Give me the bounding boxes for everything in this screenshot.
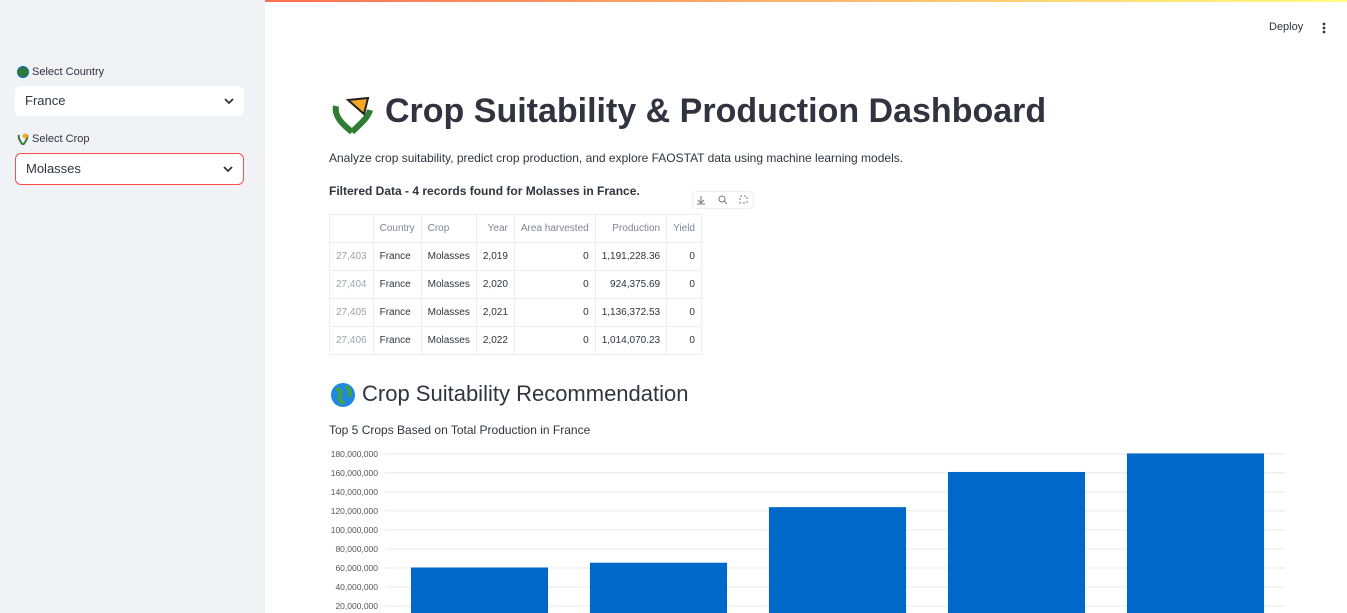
- table-cell: 2,020: [475, 270, 515, 299]
- header-row: Country Crop Year Area harvested Production Y…: [329, 214, 702, 243]
- label: Select Crop: [32, 133, 90, 145]
- table-cell: 1,136,372.53: [594, 298, 668, 327]
- bar: [589, 562, 728, 613]
- table-cell: 2,019: [475, 242, 515, 271]
- row-index: 27,406: [329, 326, 374, 355]
- table-cell: 0: [513, 326, 596, 355]
- y-tick-label: 180,000,000: [331, 449, 379, 459]
- y-tick-label: 140,000,000: [331, 487, 379, 497]
- table-cell: 2,022: [475, 326, 515, 355]
- table-cell: Molasses: [420, 270, 477, 299]
- crop-select[interactable]: Molasses: [15, 153, 244, 185]
- label: Select Country: [32, 66, 105, 78]
- column-header: Crop: [420, 214, 477, 243]
- deploy-button[interactable]: Deploy: [1269, 21, 1304, 33]
- table-cell: France: [372, 270, 422, 299]
- table-caption: Filtered Data - 4 records found for Mola…: [329, 184, 640, 198]
- chevron: [224, 98, 234, 105]
- table-cell: 0: [666, 326, 702, 355]
- table-cell: France: [372, 326, 422, 355]
- bar: [410, 567, 549, 613]
- table-row: 27,405 France Molasses 2,021 0 1,136,372.53 0: [329, 298, 702, 327]
- y-tick-label: 100,000,000: [331, 525, 379, 535]
- section-title: Crop Suitability Recommendation: [362, 381, 689, 406]
- y-tick-label: 120,000,000: [331, 506, 379, 516]
- table-row: 27,404 France Molasses 2,020 0 924,375.69 0: [329, 270, 702, 299]
- country-select[interactable]: France: [15, 86, 244, 116]
- y-tick-label: 80,000,000: [335, 544, 378, 554]
- y-tick-label: 60,000,000: [335, 563, 378, 573]
- chevron: [223, 166, 233, 173]
- sidebar: Select Country France Select Crop Molass…: [0, 0, 265, 613]
- column-header: Country: [372, 214, 422, 243]
- table-toolbar[interactable]: [692, 191, 754, 209]
- table-cell: 0: [513, 270, 596, 299]
- title-icon: [332, 96, 373, 134]
- table-cell: 0: [666, 270, 702, 299]
- crop-icon: [17, 133, 29, 145]
- chart: 20,000,000 40,000,000 60,000,000 80,000,000…: [331, 449, 1285, 613]
- table-cell: 0: [513, 242, 596, 271]
- table-cell: Molasses: [420, 242, 477, 271]
- select-value: France: [25, 93, 66, 108]
- column-header: Year: [475, 214, 515, 243]
- chart-title: Top 5 Crops Based on Total Production in…: [329, 423, 591, 437]
- y-tick-label: 20,000,000: [335, 601, 378, 611]
- menu-icon[interactable]: [1320, 21, 1328, 35]
- page-title: Crop Suitability & Production Dashboard: [385, 92, 1047, 130]
- bar: [768, 507, 907, 613]
- table-cell: 0: [513, 298, 596, 327]
- top-decoration: [0, 0, 1347, 2]
- table-cell: France: [372, 242, 422, 271]
- globe-icon: [17, 66, 29, 78]
- table-cell: 2,021: [475, 298, 515, 327]
- y-tick-label: 40,000,000: [335, 582, 378, 592]
- row-index: 27,405: [329, 298, 374, 327]
- row-index: 27,404: [329, 270, 374, 299]
- column-header: Area harvested: [513, 214, 596, 243]
- column-header: Production: [594, 214, 668, 243]
- column-header: Yield: [666, 214, 702, 243]
- globe-icon: [331, 383, 355, 407]
- table-cell: 0: [666, 298, 702, 327]
- description: Analyze crop suitability, predict crop p…: [329, 151, 904, 165]
- data-table: Country Crop Year Area harvested Production Y…: [329, 214, 702, 355]
- table-cell: Molasses: [420, 298, 477, 327]
- table-row: 27,406 France Molasses 2,022 0 1,014,070.23 0: [329, 326, 702, 355]
- select-value: Molasses: [26, 161, 81, 176]
- y-tick-label: 160,000,000: [331, 468, 379, 478]
- index-header: [329, 214, 374, 243]
- table-cell: France: [372, 298, 422, 327]
- table-cell: 1,191,228.36: [594, 242, 668, 271]
- row-index: 27,403: [329, 242, 374, 271]
- bar: [1126, 453, 1265, 613]
- table-cell: 1,014,070.23: [594, 326, 668, 355]
- table-cell: Molasses: [420, 326, 477, 355]
- table-row: 27,403 France Molasses 2,019 0 1,191,228.36 0: [329, 242, 702, 271]
- table-cell: 0: [666, 242, 702, 271]
- table-cell: 924,375.69: [594, 270, 668, 299]
- bar: [947, 471, 1086, 613]
